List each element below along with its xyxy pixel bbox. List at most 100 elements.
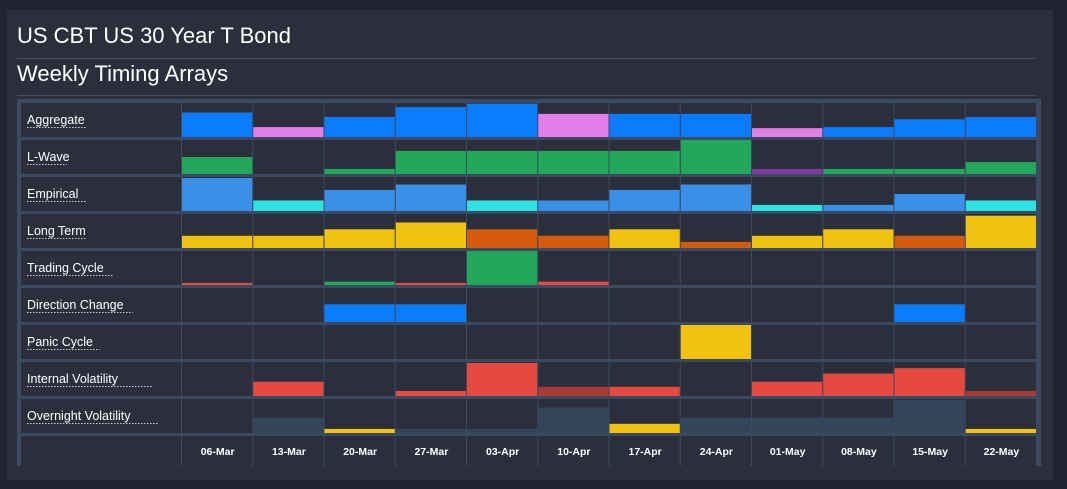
bar-overnight-volatility-17-apr <box>609 423 680 433</box>
cell <box>324 251 395 285</box>
cell <box>395 251 466 285</box>
bar-empirical-27-mar <box>395 184 466 211</box>
cell <box>324 325 395 359</box>
bar-l-wave-20-mar <box>324 168 395 174</box>
bar-direction-change-27-mar <box>395 304 466 322</box>
date-cell <box>182 436 253 466</box>
cell <box>324 399 395 433</box>
page-subtitle: Weekly Timing Arrays <box>17 60 1035 96</box>
bar-internal-volatility-17-apr <box>609 386 680 396</box>
cell <box>823 251 894 285</box>
date-label-10-apr: 10-Apr <box>557 446 590 458</box>
bar-empirical-10-apr <box>538 200 609 211</box>
cell <box>823 288 894 322</box>
bar-overnight-volatility-27-mar <box>395 428 466 433</box>
cell <box>680 251 751 285</box>
bar-aggregate-20-mar <box>324 116 395 137</box>
date-cell <box>823 436 894 466</box>
date-label-22-may: 22-May <box>984 446 1020 458</box>
bar-aggregate-10-apr <box>538 113 609 137</box>
bar-long-term-17-apr <box>609 229 680 248</box>
row-label-cell <box>21 325 181 359</box>
bar-trading-cycle-03-apr <box>467 251 538 285</box>
cell <box>182 399 253 433</box>
date-cell <box>253 436 324 466</box>
bar-internal-volatility-08-may <box>823 373 894 396</box>
row-label-overnight-volatility: Overnight Volatility <box>27 409 131 423</box>
bar-long-term-20-mar <box>324 229 395 248</box>
bar-long-term-15-may <box>894 235 965 248</box>
bar-l-wave-01-may <box>752 168 823 174</box>
bar-long-term-24-apr <box>680 241 751 248</box>
cell <box>965 288 1036 322</box>
cell <box>253 140 324 174</box>
row-label-panic-cycle: Panic Cycle <box>27 335 93 349</box>
bar-overnight-volatility-15-may <box>894 400 965 433</box>
date-label-27-mar: 27-Mar <box>414 446 448 458</box>
bar-aggregate-03-apr <box>467 103 538 137</box>
date-cell <box>324 436 395 466</box>
date-cell <box>467 436 538 466</box>
row-label-cell <box>21 214 181 248</box>
date-label-15-may: 15-May <box>912 446 948 458</box>
bar-empirical-15-may <box>894 194 965 211</box>
cell <box>395 362 466 396</box>
bar-overnight-volatility-20-mar <box>324 428 395 433</box>
row-label-cell <box>21 251 181 285</box>
bar-empirical-24-apr <box>680 184 751 211</box>
cell <box>609 251 680 285</box>
cell <box>965 325 1036 359</box>
timing-array-grid: Aggregate L-Wave Empirical Long Term Trading… <box>17 99 1041 466</box>
date-label-13-mar: 13-Mar <box>272 446 306 458</box>
bar-aggregate-06-mar <box>182 112 253 137</box>
bar-overnight-volatility-10-apr <box>538 407 609 433</box>
cell <box>752 251 823 285</box>
bar-l-wave-24-apr <box>680 140 751 174</box>
bar-aggregate-13-mar <box>253 127 324 137</box>
bar-empirical-20-mar <box>324 189 395 211</box>
bar-aggregate-01-may <box>752 128 823 137</box>
bar-empirical-01-may <box>752 204 823 211</box>
row-label-direction-change: Direction Change <box>27 298 124 312</box>
row-label-l-wave: L-Wave <box>27 150 70 164</box>
bar-overnight-volatility-24-apr <box>680 417 751 433</box>
cell <box>894 251 965 285</box>
bar-empirical-08-may <box>823 204 894 211</box>
date-cell <box>752 436 823 466</box>
bar-aggregate-27-mar <box>395 107 466 137</box>
bar-internal-volatility-03-apr <box>467 363 538 396</box>
bar-l-wave-03-apr <box>467 150 538 174</box>
cell <box>965 362 1036 396</box>
page-title: US CBT US 30 Year T Bond <box>17 22 1035 59</box>
bar-long-term-27-mar <box>395 222 466 248</box>
bar-long-term-10-apr <box>538 235 609 248</box>
date-cell <box>894 436 965 466</box>
bar-aggregate-15-may <box>894 119 965 137</box>
date-label-03-apr: 03-Apr <box>486 446 519 458</box>
date-label-24-apr: 24-Apr <box>700 446 733 458</box>
cell <box>680 288 751 322</box>
bar-aggregate-17-apr <box>609 113 680 137</box>
date-label-20-mar: 20-Mar <box>343 446 377 458</box>
row-label-cell <box>21 399 181 433</box>
cell <box>467 288 538 322</box>
bar-trading-cycle-27-mar <box>395 282 466 285</box>
cell <box>253 288 324 322</box>
cell <box>324 362 395 396</box>
cell <box>182 325 253 359</box>
bar-direction-change-20-mar <box>324 304 395 322</box>
bar-empirical-17-apr <box>609 189 680 211</box>
cell <box>965 399 1036 433</box>
bar-aggregate-22-may <box>965 116 1036 137</box>
bar-empirical-22-may <box>965 200 1036 211</box>
cell <box>395 325 466 359</box>
date-label-08-may: 08-May <box>841 446 877 458</box>
bar-overnight-volatility-01-may <box>752 417 823 433</box>
row-label-cell <box>21 103 181 137</box>
bar-empirical-13-mar <box>253 200 324 211</box>
bar-overnight-volatility-08-may <box>823 417 894 433</box>
bar-internal-volatility-15-may <box>894 368 965 396</box>
cell <box>395 399 466 433</box>
cell <box>538 325 609 359</box>
cell <box>965 251 1036 285</box>
